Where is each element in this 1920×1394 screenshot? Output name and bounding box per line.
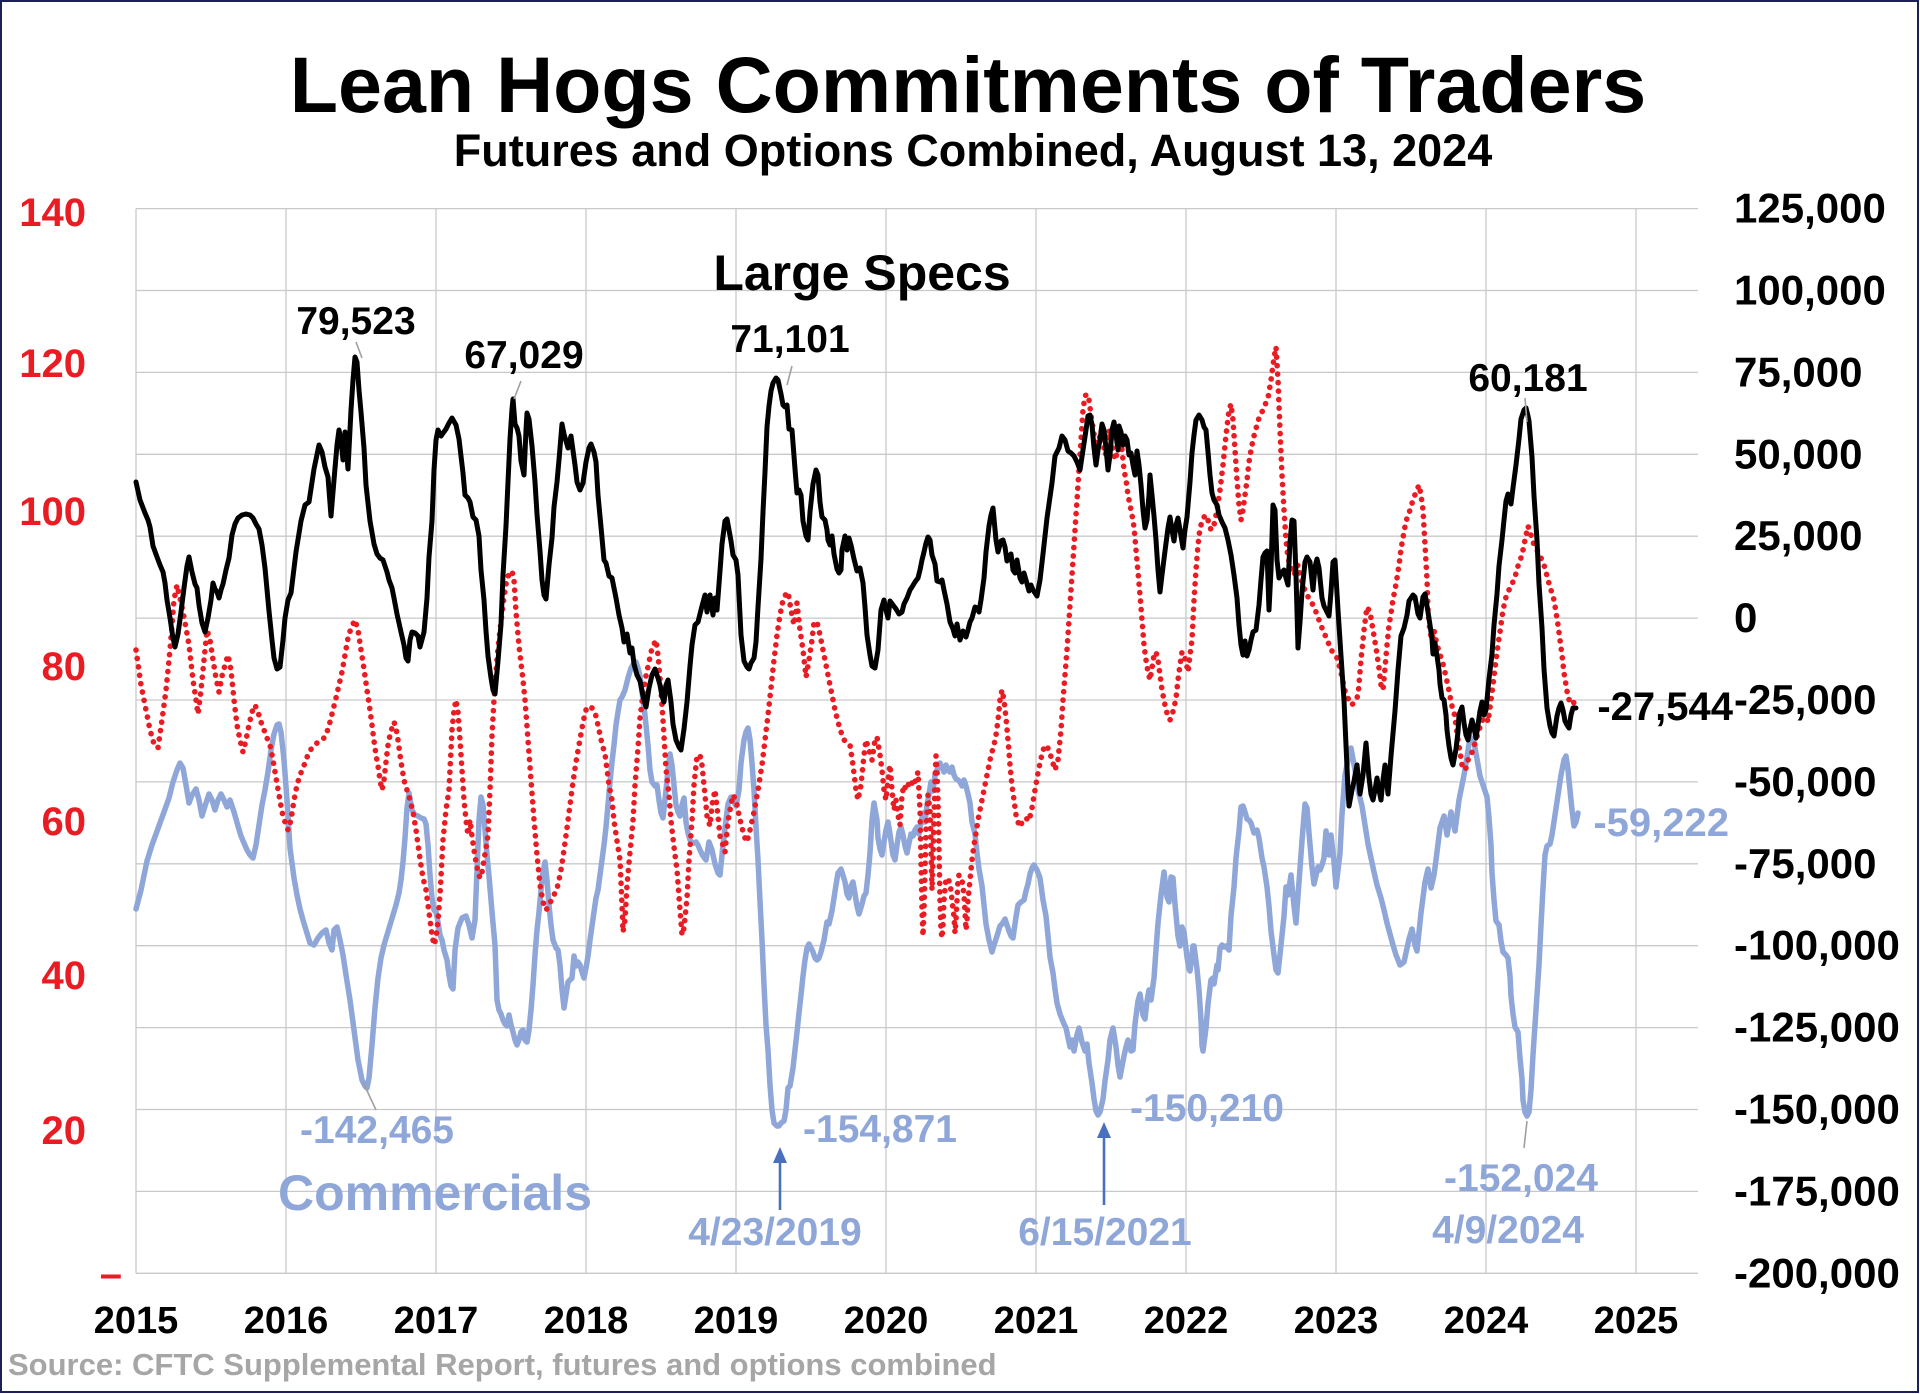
- svg-text:25,000: 25,000: [1734, 512, 1862, 559]
- svg-text:-50,000: -50,000: [1734, 758, 1876, 805]
- svg-text:-75,000: -75,000: [1734, 840, 1876, 887]
- svg-text:100,000: 100,000: [1734, 267, 1886, 314]
- svg-text:6/15/2021: 6/15/2021: [1018, 1211, 1192, 1254]
- svg-text:Source: CFTC Supplemental Repo: Source: CFTC Supplemental Report, future…: [8, 1347, 997, 1382]
- svg-text:2015: 2015: [94, 1300, 179, 1342]
- svg-text:-100,000: -100,000: [1734, 922, 1900, 969]
- svg-text:-142,465: -142,465: [300, 1109, 454, 1152]
- svg-text:-25,000: -25,000: [1734, 676, 1876, 723]
- svg-text:125,000: 125,000: [1734, 185, 1886, 232]
- svg-text:100: 100: [19, 490, 86, 534]
- svg-text:-200,000: -200,000: [1734, 1249, 1900, 1296]
- svg-text:20: 20: [42, 1109, 87, 1153]
- svg-text:2021: 2021: [994, 1300, 1079, 1342]
- svg-text:Lean Hogs Commitments of Trade: Lean Hogs Commitments of Traders: [290, 40, 1646, 129]
- svg-text:60,181: 60,181: [1468, 357, 1587, 400]
- svg-text:2023: 2023: [1294, 1300, 1379, 1342]
- svg-text:2025: 2025: [1594, 1300, 1679, 1342]
- svg-text:140: 140: [19, 191, 86, 235]
- svg-text:Futures and Options Combined,: Futures and Options Combined, August 13,…: [454, 125, 1492, 176]
- svg-text:2017: 2017: [394, 1300, 479, 1342]
- svg-text:67,029: 67,029: [464, 334, 583, 377]
- svg-text:-152,024: -152,024: [1444, 1157, 1598, 1200]
- svg-text:-150,210: -150,210: [1130, 1087, 1284, 1130]
- svg-text:4/9/2024: 4/9/2024: [1432, 1209, 1584, 1252]
- svg-text:-59,222: -59,222: [1593, 801, 1729, 845]
- svg-text:120: 120: [19, 342, 86, 386]
- svg-text:75,000: 75,000: [1734, 348, 1862, 395]
- svg-text:Large Specs: Large Specs: [713, 245, 1010, 301]
- svg-text:50,000: 50,000: [1734, 430, 1862, 477]
- svg-text:0: 0: [1734, 594, 1757, 641]
- svg-text:-175,000: -175,000: [1734, 1167, 1900, 1214]
- svg-text:4/23/2019: 4/23/2019: [688, 1211, 862, 1254]
- svg-text:2016: 2016: [244, 1300, 329, 1342]
- svg-text:-154,871: -154,871: [803, 1108, 957, 1151]
- svg-text:2022: 2022: [1144, 1300, 1229, 1342]
- svg-text:60: 60: [42, 800, 87, 844]
- svg-text:40: 40: [42, 954, 87, 998]
- svg-text:-150,000: -150,000: [1734, 1086, 1900, 1133]
- svg-text:-125,000: -125,000: [1734, 1004, 1900, 1051]
- svg-text:Commercials: Commercials: [278, 1165, 592, 1221]
- svg-text:2020: 2020: [844, 1300, 929, 1342]
- svg-text:2019: 2019: [694, 1300, 779, 1342]
- svg-text:71,101: 71,101: [730, 318, 849, 361]
- svg-text:2024: 2024: [1444, 1300, 1529, 1342]
- svg-text:80: 80: [42, 645, 87, 689]
- svg-text:-27,544: -27,544: [1597, 685, 1733, 729]
- svg-text:79,523: 79,523: [296, 300, 415, 343]
- svg-text:2018: 2018: [544, 1300, 629, 1342]
- svg-text:–: –: [100, 1252, 122, 1296]
